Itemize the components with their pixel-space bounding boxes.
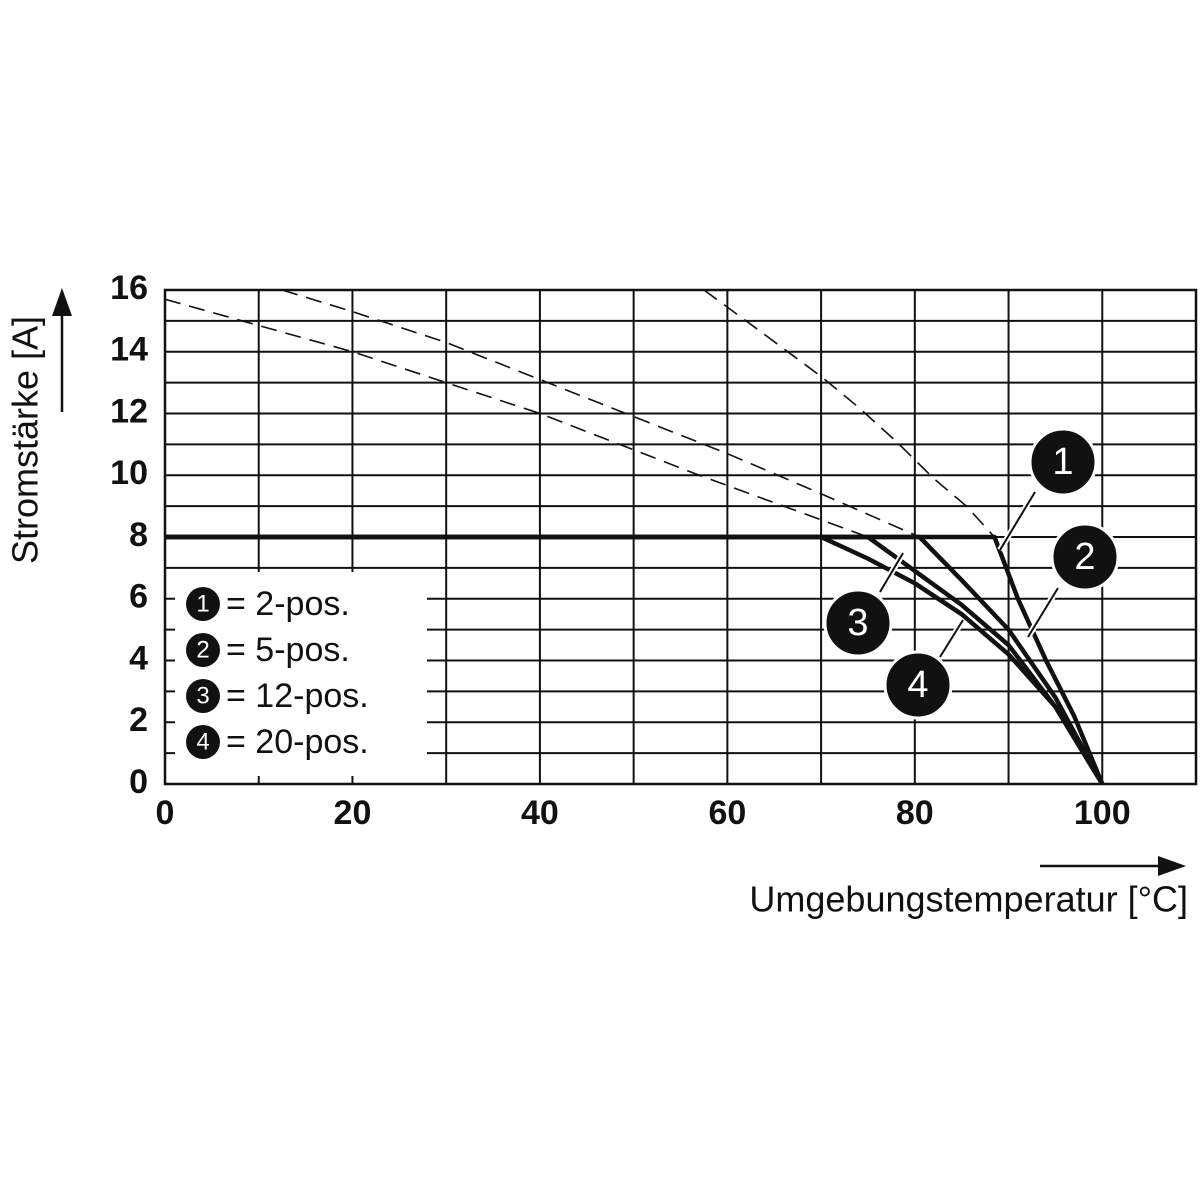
y-tick-label: 4 — [129, 639, 148, 677]
legend-label: = 5-pos. — [226, 631, 350, 669]
legend-marker-label: 4 — [196, 728, 209, 755]
x-arrow-head — [1158, 856, 1186, 876]
y-tick-label: 8 — [129, 516, 148, 554]
reference-line — [703, 289, 996, 538]
callout-circle — [883, 650, 953, 720]
legend-marker — [186, 587, 220, 621]
callout-leader — [939, 619, 964, 658]
legend-marker — [186, 679, 220, 713]
legend-marker-label: 3 — [196, 682, 209, 709]
y-tick-label: 10 — [110, 454, 148, 492]
callout-leader — [1027, 587, 1059, 638]
y-tick-label: 2 — [129, 701, 148, 739]
callout-circle — [1050, 522, 1120, 592]
callout-label: 1 — [1052, 441, 1073, 483]
callout-circle — [1028, 427, 1098, 497]
legend-marker-label: 2 — [196, 636, 209, 663]
legend-marker — [186, 633, 220, 667]
y-arrow-head — [52, 288, 72, 316]
x-tick-label: 80 — [896, 794, 934, 832]
callout-circle — [823, 588, 893, 658]
x-tick-label: 0 — [156, 794, 175, 832]
y-tick-label: 6 — [129, 578, 148, 616]
y-tick-label: 14 — [110, 331, 148, 369]
legend-marker — [186, 725, 220, 759]
x-tick-label: 100 — [1074, 794, 1131, 832]
legend-marker-label: 1 — [196, 590, 209, 617]
x-tick-label: 40 — [521, 794, 559, 832]
x-tick-label: 60 — [708, 794, 746, 832]
reference-line — [164, 298, 869, 538]
callout-leader — [999, 491, 1036, 551]
x-tick-label: 20 — [334, 794, 372, 832]
y-tick-label: 12 — [110, 392, 148, 430]
legend-label: = 12-pos. — [226, 677, 369, 715]
legend-label: = 20-pos. — [226, 723, 369, 761]
callout-label: 4 — [907, 664, 928, 706]
derating-line — [165, 534, 1105, 786]
legend-label: = 2-pos. — [226, 585, 350, 623]
y-axis-label: Stromstärke [A] — [5, 316, 46, 564]
x-axis-label: Umgebungstemperatur [°C] — [749, 879, 1188, 920]
callout-label: 2 — [1074, 536, 1095, 578]
reference-line — [281, 289, 920, 538]
y-tick-label: 0 — [129, 763, 148, 801]
callout-leader — [879, 552, 904, 593]
y-tick-label: 16 — [110, 269, 148, 307]
callout-label: 3 — [847, 602, 868, 644]
